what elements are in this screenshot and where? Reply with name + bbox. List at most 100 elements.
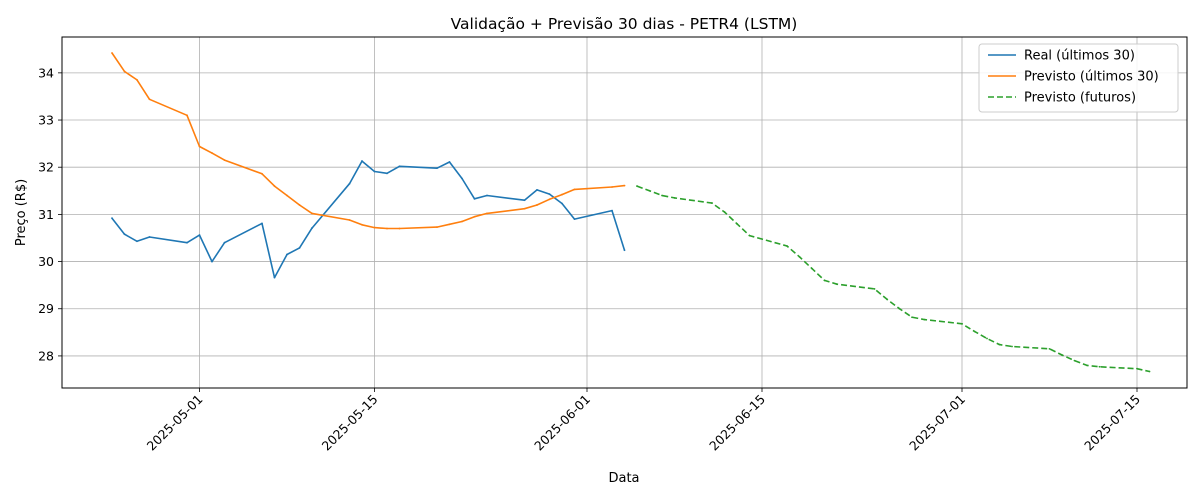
series-1-point [186, 114, 188, 117]
series-2-point [923, 318, 926, 321]
series-2-point [1073, 359, 1076, 362]
series-2-point [736, 222, 738, 225]
y-tick-label: 34 [38, 65, 54, 80]
series-0-point [298, 246, 301, 249]
series-2-point [1098, 365, 1101, 368]
series-2-point [748, 234, 751, 237]
series-2-point [723, 211, 726, 213]
series-2-point [786, 245, 788, 247]
series-2-point [673, 196, 676, 199]
plot-frame [61, 36, 1188, 389]
series-0-point [136, 240, 138, 243]
series-0-point [548, 193, 551, 196]
series-0-point [573, 218, 576, 221]
y-tick-label: 31 [38, 207, 54, 222]
legend-box [978, 43, 1179, 113]
series-1-point [123, 70, 126, 73]
y-tick-label: 33 [38, 113, 54, 128]
series-0-point [473, 197, 476, 200]
series-1-point [111, 52, 113, 54]
series-0-point [273, 276, 276, 279]
legend-label: Previsto (últimos 30) [1024, 70, 1159, 85]
series-0-point [198, 234, 201, 237]
y-tick-label: 29 [38, 301, 54, 316]
y-tick-label: 28 [38, 348, 54, 363]
series-line-0 [111, 160, 626, 279]
series-0-point [448, 161, 451, 163]
series-2-point [648, 189, 651, 192]
series-2-point [961, 322, 963, 325]
series-0-point [373, 170, 376, 173]
series-0-point [561, 202, 563, 205]
legend: Real (últimos 30) Previsto (últimos 30) Pr… [978, 43, 1179, 113]
series-2-point [798, 255, 801, 258]
series-0-point [111, 217, 113, 220]
series-1-point [261, 172, 263, 175]
series-1-point [311, 212, 313, 215]
series-1-point [273, 185, 276, 187]
series-1-point [461, 220, 463, 223]
series-line-1 [111, 52, 625, 230]
series-1-point [386, 227, 388, 230]
series-2-point [1061, 354, 1063, 356]
series-lines [111, 52, 1151, 373]
series-1-point [548, 198, 551, 201]
series-0-point [261, 222, 263, 225]
legend-label: Previsto (futuros) [1024, 91, 1136, 106]
series-1-point [211, 152, 213, 154]
series-0-point [611, 209, 613, 212]
series-1-point [436, 226, 438, 229]
series-1-point [286, 194, 288, 197]
series-2-point [836, 283, 838, 286]
series-1-point [198, 145, 201, 148]
series-2-point [711, 202, 713, 204]
series-0-point [123, 233, 126, 236]
series-0-point [486, 194, 488, 197]
series-0-point [211, 260, 213, 263]
series-2-point [1136, 367, 1138, 370]
series-1-point [561, 193, 563, 196]
series-2-point [1086, 364, 1088, 367]
series-0-point [148, 236, 151, 238]
series-1-point [148, 98, 151, 101]
legend-label: Real (últimos 30) [1024, 49, 1135, 64]
series-2-point [1148, 370, 1151, 373]
series-1-point [573, 188, 576, 191]
series-2-point [636, 185, 638, 187]
series-0-point [523, 199, 526, 202]
series-1-point [623, 184, 626, 187]
series-1-point [473, 215, 476, 218]
series-2-point [998, 343, 1001, 346]
series-0-point [436, 167, 438, 170]
series-2-point [661, 194, 663, 197]
series-0-point [623, 249, 626, 252]
y-tick-label: 30 [38, 254, 54, 269]
chart-title: Validação + Previsão 30 dias - PETR4 (LS… [451, 15, 798, 33]
series-2-point [973, 330, 976, 333]
series-1-point [611, 186, 613, 188]
series-2-point [811, 267, 813, 270]
series-0-point [461, 177, 463, 180]
series-1-point [223, 159, 226, 162]
series-0-point [286, 253, 288, 256]
series-1-point [348, 219, 351, 221]
series-1-point [298, 204, 301, 206]
series-line-2 [636, 185, 1150, 373]
series-2-point [873, 288, 876, 290]
series-2-point [1011, 345, 1013, 348]
series-2-point [1048, 347, 1051, 350]
series-0-point [386, 172, 388, 175]
series-0-point [348, 182, 351, 185]
series-2-point [911, 316, 913, 319]
series-1-point [486, 212, 488, 215]
series-2-point [886, 298, 888, 301]
y-axis-label: Preço (R$) [14, 179, 29, 246]
series-2-point [823, 279, 826, 282]
series-0-point [223, 241, 226, 244]
series-1-point [361, 223, 363, 226]
series-0-point [536, 188, 538, 191]
y-tick-label: 32 [38, 160, 54, 175]
series-0-point [311, 227, 313, 229]
series-1-point [448, 223, 451, 226]
